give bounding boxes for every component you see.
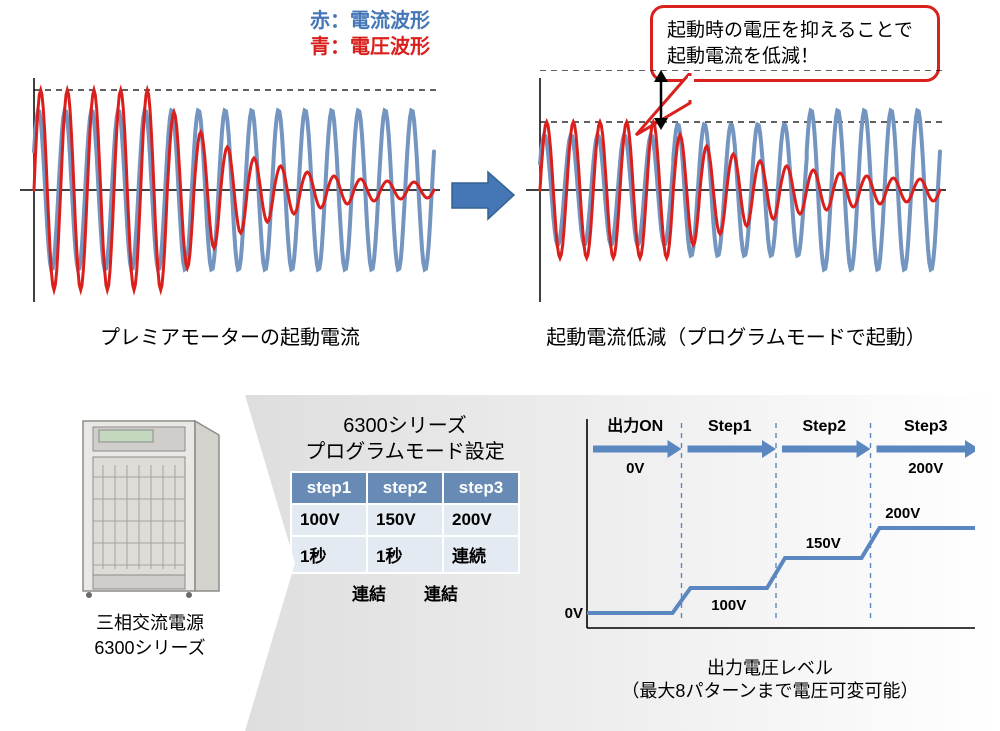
program-table: step1step2step3 100V150V200V1秒1秒連続 bbox=[290, 471, 520, 574]
svg-text:Step3: Step3 bbox=[904, 418, 948, 435]
chart-right-caption: 起動電流低減（プログラムモードで起動） bbox=[526, 321, 946, 350]
top-section: 赤：電流波形 青：電圧波形 起動時の電圧を抑えることで起動電流を低減！ プレミア… bbox=[0, 0, 1000, 380]
connect-label: 連結 bbox=[424, 580, 458, 605]
table-cell: 200V bbox=[443, 504, 519, 536]
program-block: 6300シリーズ プログラムモード設定 step1step2step3 100V… bbox=[275, 413, 535, 605]
svg-text:出力ON: 出力ON bbox=[607, 416, 663, 435]
table-header: step1 bbox=[291, 472, 367, 504]
table-cell: 連続 bbox=[443, 536, 519, 573]
chart-left-caption: プレミアモーターの起動電流 bbox=[20, 321, 440, 350]
table-cell: 100V bbox=[291, 504, 367, 536]
svg-text:150V: 150V bbox=[806, 535, 841, 552]
product-block: 三相交流電源 6300シリーズ bbox=[60, 415, 240, 661]
chart-right: 起動電流低減（プログラムモードで起動） bbox=[526, 70, 946, 350]
table-cell: 1秒 bbox=[367, 536, 443, 573]
table-header: step3 bbox=[443, 472, 519, 504]
legend-current: 赤：電流波形 bbox=[310, 8, 430, 34]
power-supply-icon bbox=[75, 415, 225, 600]
connect-label: 連結 bbox=[352, 580, 386, 605]
svg-text:0V: 0V bbox=[626, 460, 644, 477]
charts-row: プレミアモーターの起動電流 起動電流低減（プログラムモードで起動） bbox=[20, 80, 980, 340]
table-header: step2 bbox=[367, 472, 443, 504]
table-cell: 150V bbox=[367, 504, 443, 536]
svg-text:Step1: Step1 bbox=[708, 418, 752, 435]
waveform-legend: 赤：電流波形 青：電圧波形 bbox=[310, 8, 430, 60]
step-chart-caption: 出力電圧レベル （最大8パターンまで電圧可変可能） bbox=[555, 657, 985, 704]
big-arrow-icon bbox=[448, 168, 518, 223]
svg-text:200V: 200V bbox=[908, 460, 943, 477]
table-row: 1秒1秒連続 bbox=[291, 536, 519, 573]
chart-left: プレミアモーターの起動電流 bbox=[20, 70, 440, 350]
step-chart-block: 出力ON0VStep1Step2Step3200V0V100V150V200V … bbox=[555, 413, 985, 704]
callout-text: 起動時の電圧を抑えることで起動電流を低減！ bbox=[667, 20, 913, 67]
legend-voltage: 青：電圧波形 bbox=[310, 34, 430, 60]
svg-text:200V: 200V bbox=[885, 505, 920, 522]
svg-text:0V: 0V bbox=[565, 605, 583, 622]
gradient-panel: 6300シリーズ プログラムモード設定 step1step2step3 100V… bbox=[245, 395, 1000, 731]
step-chart: 出力ON 0V Step1 Step2 Step3 200V 0V 100V 150V 200V bbox=[555, 413, 975, 648]
waveform-chart-left bbox=[20, 70, 440, 310]
table-cell: 1秒 bbox=[291, 536, 367, 573]
program-title: 6300シリーズ プログラムモード設定 bbox=[275, 413, 535, 465]
product-label: 三相交流電源 6300シリーズ bbox=[60, 611, 240, 661]
waveform-chart-right bbox=[526, 70, 946, 310]
svg-text:100V: 100V bbox=[711, 597, 746, 614]
svg-text:Step2: Step2 bbox=[802, 418, 846, 435]
connect-row: 連結 連結 bbox=[275, 580, 535, 605]
bottom-section: 6300シリーズ プログラムモード設定 step1step2step3 100V… bbox=[0, 395, 1000, 731]
triangle-cut bbox=[245, 395, 295, 731]
table-row: 100V150V200V bbox=[291, 504, 519, 536]
